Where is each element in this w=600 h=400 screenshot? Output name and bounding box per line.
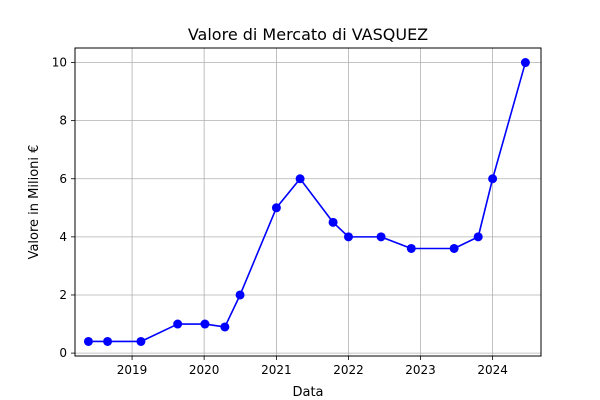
data-point xyxy=(271,203,281,213)
plot-frame xyxy=(74,47,542,357)
series-layer xyxy=(83,58,530,346)
y-tick-label: 0 xyxy=(59,346,67,360)
data-point xyxy=(328,217,338,227)
grid-lines xyxy=(75,48,541,356)
x-axis-ticks: 2019 2020 2021 2022 2023 2024 xyxy=(117,356,508,377)
data-point xyxy=(295,174,305,184)
data-point xyxy=(235,290,245,300)
y-tick-label: 4 xyxy=(59,230,67,244)
data-point xyxy=(449,243,459,253)
x-tick-label: 2023 xyxy=(405,363,436,377)
x-axis-label: Data xyxy=(292,385,323,400)
x-tick-label: 2024 xyxy=(477,363,508,377)
series-line xyxy=(88,62,527,343)
data-point xyxy=(520,58,530,68)
data-point xyxy=(473,232,483,242)
data-point xyxy=(83,336,93,346)
y-tick-label: 6 xyxy=(59,172,67,186)
y-tick-label: 8 xyxy=(59,114,67,128)
x-tick-label: 2021 xyxy=(261,363,292,377)
data-point xyxy=(376,232,386,242)
y-tick-label: 2 xyxy=(59,288,67,302)
y-tick-label: 10 xyxy=(52,56,67,70)
x-tick-label: 2019 xyxy=(117,363,148,377)
data-point xyxy=(406,243,416,253)
data-point xyxy=(488,174,498,184)
y-axis-ticks: 0 2 4 6 8 10 xyxy=(52,56,75,360)
chart-title: Valore di Mercato di VASQUEZ xyxy=(188,25,428,44)
x-tick-label: 2020 xyxy=(189,363,220,377)
data-point xyxy=(220,322,230,332)
y-axis-label: Valore in Milioni € xyxy=(27,145,42,260)
data-point xyxy=(103,336,113,346)
data-point xyxy=(136,336,146,346)
data-point xyxy=(173,319,183,329)
data-point xyxy=(200,319,210,329)
data-point xyxy=(343,232,353,242)
x-tick-label: 2022 xyxy=(333,363,364,377)
